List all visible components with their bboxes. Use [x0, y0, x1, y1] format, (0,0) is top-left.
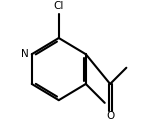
Text: Cl: Cl: [54, 1, 64, 11]
Text: O: O: [106, 111, 114, 121]
Text: N: N: [21, 49, 29, 59]
